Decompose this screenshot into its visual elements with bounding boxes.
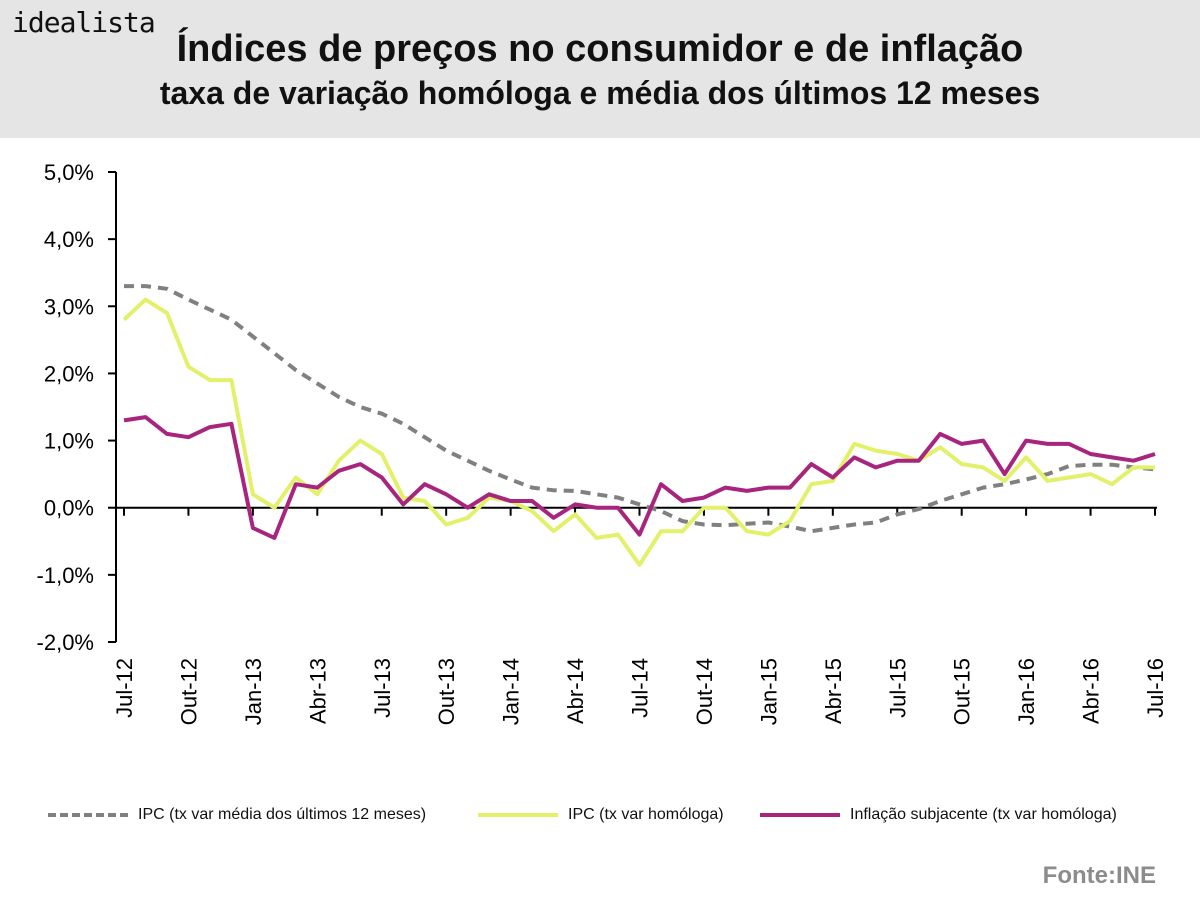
- brand-logo: idealista: [12, 6, 156, 39]
- legend-swatch-ipc-avg: [48, 813, 128, 817]
- x-tick-label: Jan-14: [499, 658, 524, 725]
- x-tick-label: Out-15: [950, 658, 975, 725]
- series-lines: [122, 284, 1156, 567]
- x-tick-label: Jul-14: [628, 658, 653, 718]
- y-tick-label: 4,0%: [44, 227, 94, 252]
- y-axis: -2,0% -1,0% 0,0% 1,0% 2,0% 3,0% 4,0% 5,0%: [37, 160, 117, 655]
- x-tick-label: Jan-13: [241, 658, 266, 725]
- x-axis: Jul-12 Out-12 Jan-13 Abr-13 Jul-13 Out-13 Jan-…: [112, 506, 1168, 725]
- legend-swatch-ipc-yoy: [478, 813, 558, 817]
- legend-label-ipc-avg: IPC (tx var média dos últimos 12 meses): [138, 806, 427, 823]
- x-tick-label: Jul-15: [885, 658, 910, 718]
- x-tick-label: Abr-16: [1079, 658, 1104, 724]
- x-tick-label: Jul-12: [112, 658, 137, 718]
- x-tick-label: Jan-15: [756, 658, 781, 725]
- x-tick-label: Abr-15: [821, 658, 846, 724]
- chart-subtitle: taxa de variação homóloga e média dos úl…: [159, 75, 1041, 111]
- legend-item-ipc-yoy: IPC (tx var homóloga): [478, 806, 724, 824]
- x-tick-label: Abr-13: [305, 658, 330, 724]
- series-line-1: [122, 297, 1155, 567]
- y-tick-label: 2,0%: [44, 361, 94, 386]
- y-tick-label: -2,0%: [37, 630, 94, 655]
- y-tick-label: 5,0%: [44, 160, 94, 185]
- series-line-0: [124, 284, 1156, 534]
- x-tick-label: Jul-13: [370, 658, 395, 718]
- chart-title: Índices de preços no consumidor e de inf…: [176, 28, 1024, 70]
- series-line-2: [123, 415, 1156, 540]
- y-tick-label: 0,0%: [44, 496, 94, 521]
- chart-legend: IPC (tx var média dos últimos 12 meses) …: [0, 806, 1200, 832]
- legend-label-ipc-yoy: IPC (tx var homóloga): [568, 806, 724, 823]
- source-label: Fonte:INE: [1042, 862, 1156, 889]
- y-tick-label: -1,0%: [37, 563, 94, 588]
- legend-label-core: Inflação subjacente (tx var homóloga): [850, 806, 1117, 823]
- x-tick-label: Out-14: [692, 658, 717, 725]
- x-tick-label: Jan-16: [1014, 658, 1039, 725]
- legend-item-core: Inflação subjacente (tx var homóloga): [760, 806, 1117, 824]
- y-tick-label: 1,0%: [44, 429, 94, 454]
- x-tick-label: Out-13: [434, 658, 459, 725]
- y-tick-label: 3,0%: [44, 294, 94, 319]
- legend-item-ipc-avg: IPC (tx var média dos últimos 12 meses): [48, 806, 426, 824]
- x-tick-label: Out-12: [176, 658, 201, 725]
- chart-header: idealista Índices de preços no consumido…: [0, 0, 1200, 138]
- x-tick-label: Jul-16: [1143, 658, 1168, 718]
- line-chart: -2,0% -1,0% 0,0% 1,0% 2,0% 3,0% 4,0% 5,0% Jul-1…: [37, 160, 1168, 725]
- x-tick-label: Abr-14: [563, 658, 588, 724]
- legend-swatch-core: [760, 813, 840, 817]
